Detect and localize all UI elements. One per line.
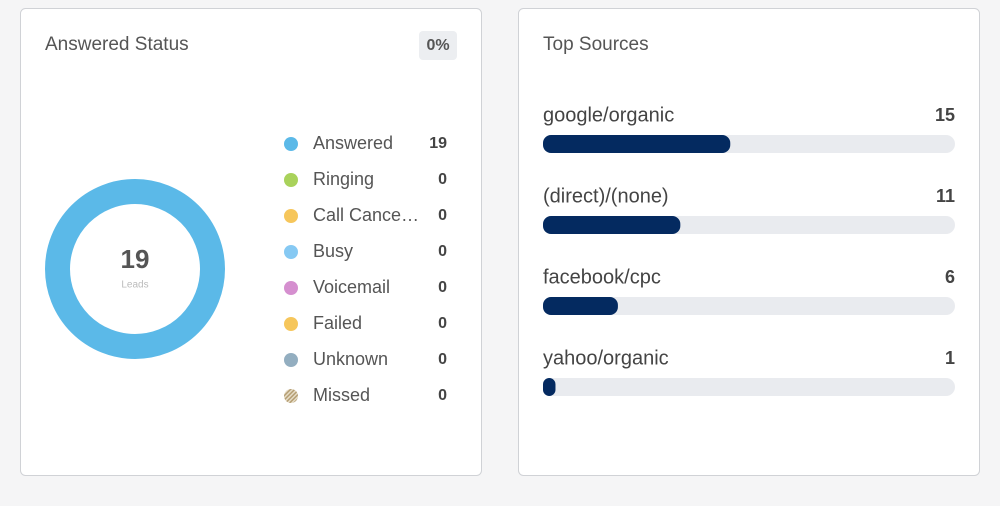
legend-value: 0 xyxy=(438,351,447,368)
legend-marker xyxy=(284,245,298,259)
legend-marker xyxy=(284,389,298,403)
legend-label: Call Cance… xyxy=(313,205,419,225)
legend-value: 0 xyxy=(438,387,447,404)
bar-track xyxy=(543,378,955,396)
legend-marker xyxy=(284,173,298,187)
source-label: facebook/cpc xyxy=(543,266,661,288)
bar xyxy=(543,378,556,396)
legend-value: 0 xyxy=(438,171,447,188)
legend-marker xyxy=(284,281,298,295)
card xyxy=(518,8,980,476)
bar-track xyxy=(543,297,955,315)
source-value: 11 xyxy=(936,186,955,206)
legend-marker xyxy=(284,353,298,367)
legend-value: 19 xyxy=(429,135,447,152)
badge xyxy=(419,31,457,60)
legend-marker xyxy=(284,317,298,331)
legend-label: Ringing xyxy=(313,169,374,189)
source-label: yahoo/organic xyxy=(543,347,669,369)
legend-label: Missed xyxy=(313,385,370,405)
source-value: 1 xyxy=(945,348,955,368)
legend-label: Answered xyxy=(313,133,393,153)
legend-marker xyxy=(284,209,298,223)
donut-total: 19 xyxy=(121,244,150,274)
card-title: Answered Status xyxy=(45,34,189,55)
legend-label: Voicemail xyxy=(313,277,390,297)
bar xyxy=(543,216,681,234)
donut-slice xyxy=(45,179,225,359)
source-value: 6 xyxy=(945,267,955,287)
bar xyxy=(543,297,618,315)
legend-value: 0 xyxy=(438,207,447,224)
legend-value: 0 xyxy=(438,243,447,260)
badge-text: 0% xyxy=(426,37,449,54)
source-label: google/organic xyxy=(543,104,674,126)
source-value: 15 xyxy=(935,105,955,125)
legend-value: 0 xyxy=(438,315,447,332)
legend-label: Busy xyxy=(313,241,353,261)
bar xyxy=(543,135,731,153)
card-title: Top Sources xyxy=(543,34,649,55)
source-label: (direct)/(none) xyxy=(543,185,669,207)
legend-label: Unknown xyxy=(313,349,388,369)
legend-marker xyxy=(284,137,298,151)
legend-label: Failed xyxy=(313,313,362,333)
legend-value: 0 xyxy=(438,279,447,296)
donut-label: Leads xyxy=(121,280,148,291)
card xyxy=(20,8,482,476)
